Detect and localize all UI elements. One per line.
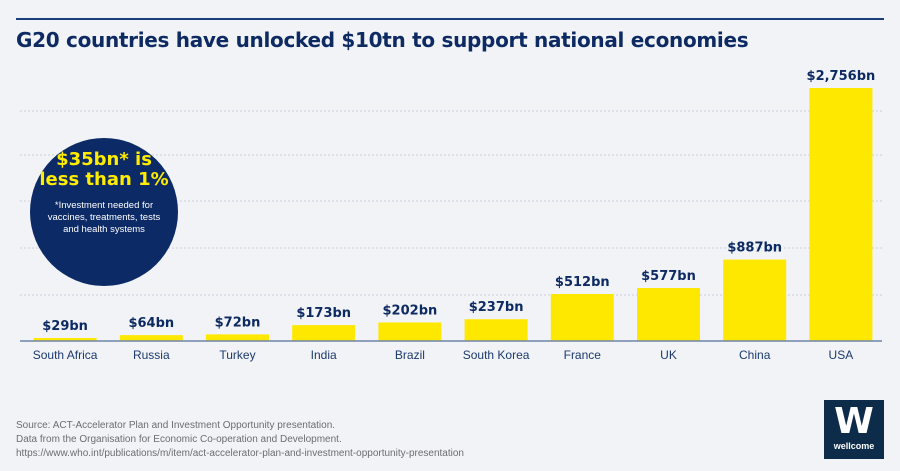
bar-france bbox=[550, 293, 614, 341]
data-label: $577bn bbox=[641, 269, 696, 284]
category-label: Turkey bbox=[219, 348, 255, 362]
data-label: $173bn bbox=[296, 306, 351, 321]
bar-south-africa bbox=[33, 338, 97, 341]
data-label: $64bn bbox=[128, 316, 174, 331]
top-rule bbox=[16, 18, 884, 20]
bar-turkey bbox=[206, 334, 269, 341]
source-line-3[interactable]: https://www.who.int/publications/m/item/… bbox=[16, 448, 464, 459]
bar-russia bbox=[119, 335, 183, 341]
annotation-headline-2: less than 1% bbox=[39, 169, 169, 190]
bar-brazil bbox=[378, 322, 442, 341]
data-label: $72bn bbox=[215, 315, 261, 330]
annotation-headline-1: $35bn* is bbox=[56, 149, 152, 170]
data-label: $29bn bbox=[42, 319, 88, 334]
category-label: India bbox=[311, 348, 337, 362]
data-label: $512bn bbox=[555, 275, 610, 290]
annotation-footnote: *Investment needed for vaccines, treatme… bbox=[47, 200, 161, 235]
bar-india bbox=[292, 325, 356, 341]
source-line-1: Source: ACT-Accelerator Plan and Investm… bbox=[16, 420, 336, 431]
logo-text: wellcome bbox=[833, 441, 875, 451]
bar-chart: $29bn South Africa $64bn Russia $72bn Turkey $… bbox=[20, 69, 882, 362]
category-label: USA bbox=[829, 348, 854, 362]
data-label: $2,756bn bbox=[807, 69, 876, 84]
category-label: South Korea bbox=[463, 348, 530, 362]
chart-title: G20 countries have unlocked $10tn to sup… bbox=[16, 28, 749, 52]
source-line-2: Data from the Organisation for Economic … bbox=[16, 434, 342, 445]
data-label: $202bn bbox=[383, 303, 438, 318]
bar-china bbox=[723, 259, 787, 341]
annotation-circle: $35bn* is less than 1% *Investment neede… bbox=[30, 138, 178, 286]
data-label: $237bn bbox=[469, 300, 524, 315]
bar-uk bbox=[637, 288, 700, 341]
logo-letter: W bbox=[834, 401, 874, 442]
category-label: South Africa bbox=[33, 348, 98, 362]
bar-south-korea bbox=[464, 319, 528, 341]
category-label: UK bbox=[660, 348, 677, 362]
category-label: Brazil bbox=[395, 348, 425, 362]
source-note: Source: ACT-Accelerator Plan and Investm… bbox=[16, 419, 464, 461]
category-label: France bbox=[564, 348, 602, 362]
category-label: Russia bbox=[133, 348, 170, 362]
data-label: $887bn bbox=[727, 241, 782, 256]
bar-usa bbox=[809, 88, 873, 341]
category-label: China bbox=[739, 348, 771, 362]
wellcome-logo: W wellcome bbox=[824, 400, 884, 459]
